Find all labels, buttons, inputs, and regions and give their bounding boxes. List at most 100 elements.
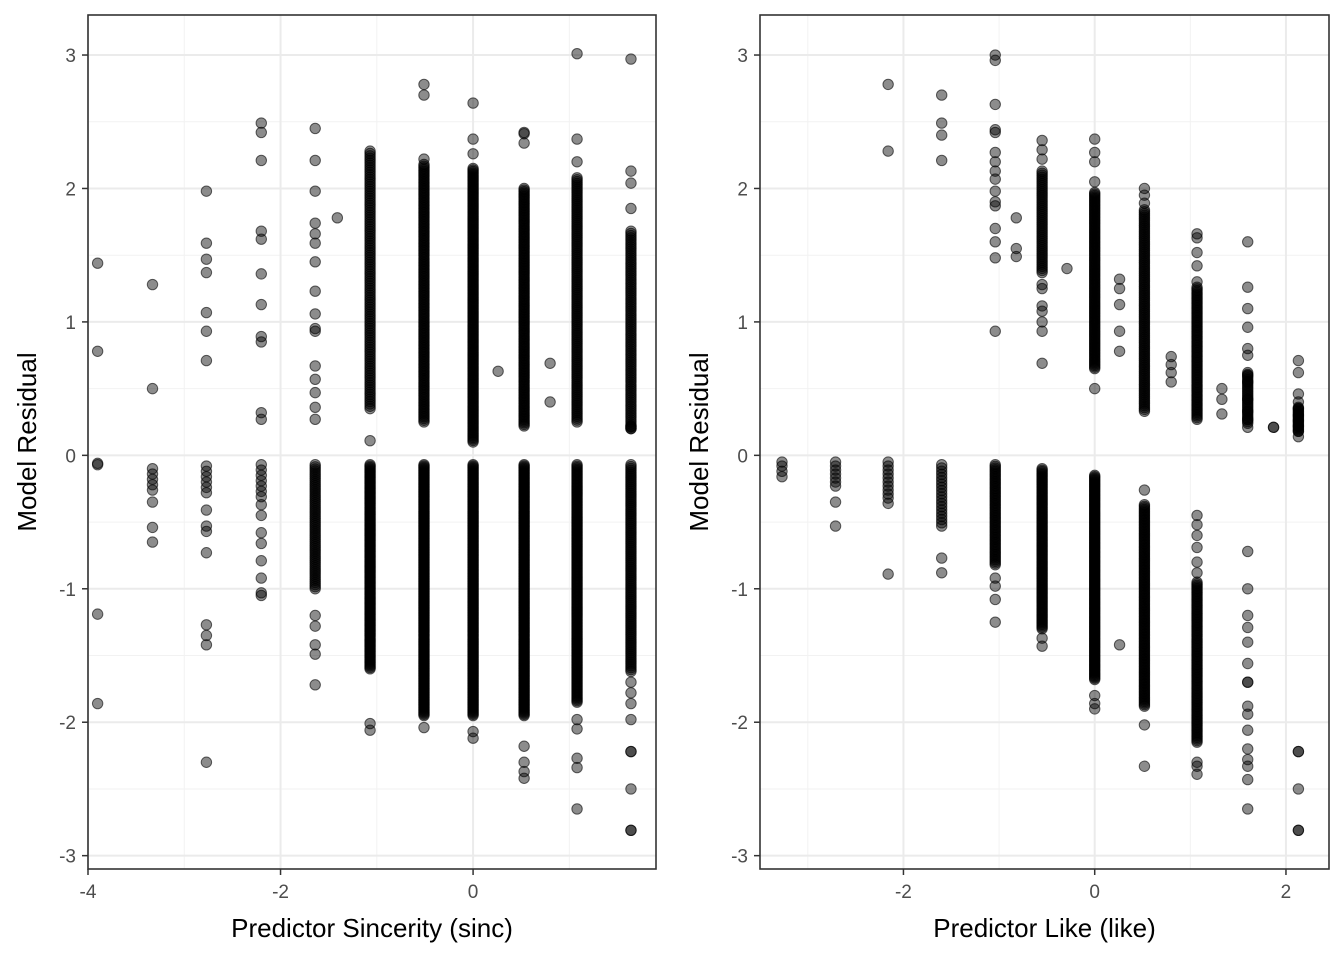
data-point: [200, 306, 213, 319]
data-point: [625, 420, 637, 432]
data-point: [309, 308, 321, 320]
data-point: [200, 619, 213, 631]
y-tick-label: 2: [737, 179, 748, 200]
data-point: [625, 225, 637, 237]
data-point: [1138, 484, 1151, 496]
data-point: [1242, 366, 1254, 379]
data-point: [571, 133, 583, 145]
x-tick-label: 2: [1281, 882, 1292, 903]
data-point: [989, 54, 1001, 67]
data-point: [571, 172, 583, 184]
data-point: [364, 434, 376, 447]
data-point: [1292, 745, 1305, 758]
data-point: [625, 177, 637, 189]
data-point: [331, 212, 344, 224]
data-point: [518, 182, 530, 195]
data-point: [935, 154, 948, 167]
y-tick-label: -1: [59, 580, 76, 601]
data-point: [1242, 760, 1254, 772]
data-point: [200, 325, 213, 337]
data-point: [989, 616, 1001, 628]
data-point: [989, 236, 1001, 248]
data-point: [146, 521, 159, 534]
data-point: [1191, 246, 1203, 259]
data-point: [1242, 583, 1254, 595]
data-point: [91, 345, 104, 357]
data-point: [989, 580, 1001, 592]
data-point: [625, 824, 637, 837]
data-point: [571, 713, 583, 726]
data-point: [255, 499, 267, 511]
data-point: [418, 78, 430, 91]
data-point: [418, 721, 430, 734]
data-point: [1191, 567, 1203, 579]
data-point: [1036, 282, 1048, 295]
data-point: [1089, 146, 1101, 159]
data-point: [625, 53, 637, 65]
data-point: [989, 98, 1001, 111]
data-point: [255, 589, 267, 602]
y-tick-label: 0: [65, 446, 76, 467]
data-point: [91, 257, 104, 269]
data-point: [1036, 462, 1048, 475]
x-tick-label: -2: [895, 882, 912, 903]
points: [91, 47, 637, 837]
data-point: [1242, 321, 1254, 333]
data-point: [829, 496, 842, 508]
data-point: [1089, 382, 1101, 395]
data-point: [571, 723, 583, 735]
data-point: [200, 253, 213, 265]
data-point: [200, 639, 213, 651]
data-point: [1165, 376, 1177, 388]
data-point: [989, 593, 1001, 606]
y-tick-label: 3: [65, 46, 76, 67]
data-point: [1292, 783, 1305, 795]
data-point: [309, 679, 321, 691]
y-tick-label: 3: [737, 46, 748, 67]
data-point: [309, 122, 321, 135]
data-point: [989, 156, 1001, 168]
panel-2: -3 -2 -1 0 1 2 3 -2 0 2 Predictor Like (like) Model…: [684, 14, 1330, 943]
data-point: [544, 396, 556, 408]
data-point: [1242, 281, 1254, 293]
data-point: [467, 458, 479, 471]
data-point: [255, 509, 267, 522]
data-point: [146, 536, 159, 548]
data-point: [1036, 305, 1048, 317]
data-point: [1242, 773, 1254, 786]
y-tick-label: 0: [737, 446, 748, 467]
data-point: [309, 386, 321, 399]
data-point: [364, 145, 376, 157]
data-point: [1292, 366, 1305, 379]
y-tick-label: 1: [737, 313, 748, 334]
data-point: [571, 752, 583, 764]
data-point: [1242, 349, 1254, 361]
data-point: [544, 357, 556, 369]
y-tick-label: 1: [65, 313, 76, 334]
data-point: [882, 145, 894, 157]
data-point: [1216, 393, 1228, 405]
data-point: [1036, 144, 1048, 156]
data-point: [467, 732, 479, 744]
y-tick-label: -3: [731, 847, 748, 868]
data-point: [309, 237, 321, 249]
data-point: [467, 133, 479, 145]
data-point: [1165, 366, 1177, 379]
data-point: [1191, 541, 1203, 554]
data-point: [989, 173, 1001, 185]
data-point: [1113, 345, 1126, 357]
data-point: [309, 322, 321, 335]
data-point: [309, 285, 321, 297]
data-point: [418, 89, 430, 101]
data-point: [989, 252, 1001, 264]
data-point: [1292, 401, 1305, 414]
data-point: [1242, 743, 1254, 755]
data-point: [309, 185, 321, 197]
data-point: [364, 458, 376, 471]
data-point: [989, 200, 1001, 212]
data-point: [1089, 186, 1101, 199]
data-point: [1267, 421, 1280, 434]
data-point: [1089, 469, 1101, 482]
